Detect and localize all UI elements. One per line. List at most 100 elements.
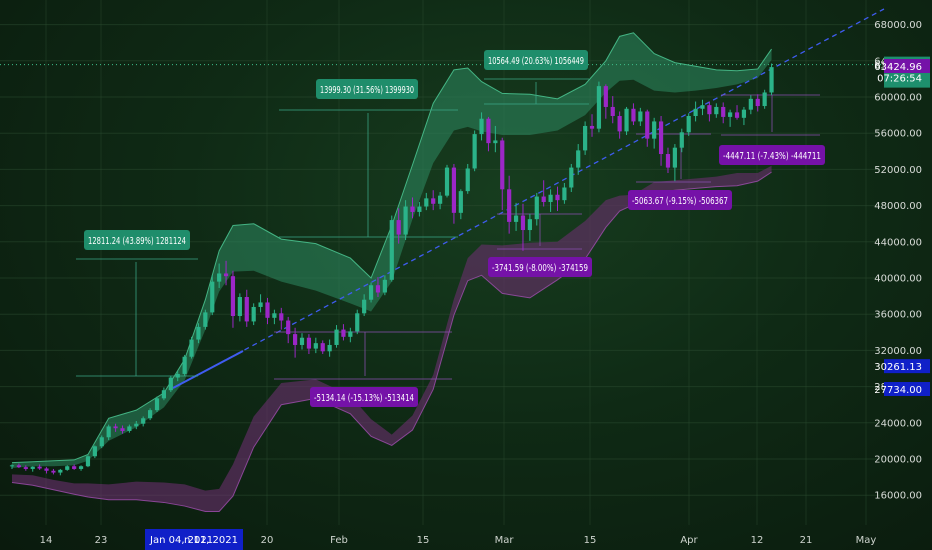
candle-up	[748, 98, 753, 110]
candle-down	[410, 206, 415, 212]
candle-down	[755, 98, 760, 107]
candle-down	[631, 108, 636, 122]
candle-down	[37, 466, 42, 469]
candle-up	[417, 206, 422, 212]
candle-up	[513, 215, 519, 222]
time-axis-label: 23	[95, 535, 108, 546]
cursor-date-2: n 11, 2021	[184, 535, 238, 546]
time-axis-label: 21	[800, 535, 813, 546]
candle-down	[286, 320, 291, 335]
candle-up	[154, 398, 160, 411]
measurement-label[interactable]: 12811.24 (43.89%) 1281124	[84, 230, 190, 250]
drawing-tools	[0, 8, 885, 389]
candle-up	[355, 313, 360, 332]
upper-band-line	[11, 32, 772, 464]
candle-up	[58, 469, 63, 473]
candle-up	[444, 167, 450, 196]
price-axis-label: 36000.00	[874, 310, 922, 321]
candle-down	[293, 334, 298, 345]
time-axis-label: 15	[417, 535, 430, 546]
candle-up	[168, 377, 173, 391]
measurement-label-text: 13999.30 (31.56%) 1399930	[320, 85, 414, 96]
candle-up	[382, 279, 387, 293]
price-axis-label: 56000.00	[874, 129, 922, 140]
measurement-label-text: -3741.59 (-8.00%) -374159	[492, 263, 588, 274]
candle-down	[617, 116, 622, 132]
candle-down	[486, 118, 491, 144]
purple-level-tag	[884, 59, 930, 74]
candle-up	[652, 121, 657, 139]
measurement-label-text: 10564.49 (20.63%) 1056449	[488, 56, 584, 67]
candle-up	[92, 446, 97, 457]
candle-up	[210, 281, 215, 313]
candle-up	[472, 134, 477, 169]
price-axis-label: 68000.00	[874, 20, 922, 31]
candle-up	[458, 191, 463, 213]
candle-down	[23, 467, 28, 469]
candle-up	[106, 426, 111, 438]
candle-down	[555, 194, 560, 201]
countdown-text: 07:26:54	[877, 74, 922, 85]
candle-up	[679, 132, 684, 148]
candle-up	[583, 125, 588, 151]
candle-up	[217, 273, 222, 282]
candle-up	[327, 344, 332, 352]
candle-up	[769, 67, 774, 93]
candle-up	[686, 116, 691, 133]
candle-down	[16, 465, 22, 468]
candle-down	[396, 220, 401, 235]
measurement-label[interactable]: -5134.14 (-15.13%) -513414	[310, 387, 418, 407]
candle-up	[65, 466, 70, 470]
candle-down	[72, 466, 77, 469]
price-axis-label: 40000.00	[874, 274, 922, 285]
candle-up	[9, 465, 15, 467]
candle-up	[714, 106, 719, 115]
time-axis-label: 20	[261, 535, 274, 546]
measurement-label-bg	[310, 387, 418, 407]
measurement-label[interactable]: 10564.49 (20.63%) 1056449	[484, 50, 588, 70]
candle-down	[734, 112, 740, 118]
candle-down	[610, 106, 615, 117]
candle-down	[507, 189, 512, 222]
candle-up	[182, 356, 187, 374]
candle-down	[279, 313, 284, 321]
candle-up	[362, 299, 367, 314]
time-axis-label: Mar	[495, 535, 515, 546]
candle-up	[148, 410, 153, 419]
price-axis-label: 32000.00	[874, 346, 922, 357]
candle-up	[134, 423, 139, 427]
measurement-label-bg	[316, 79, 418, 99]
candle-up	[368, 285, 374, 300]
blue-level-text-1: 30261.13	[874, 362, 922, 373]
candle-down	[721, 106, 726, 117]
candle-up	[196, 326, 201, 340]
candle-up	[527, 219, 532, 231]
candle-up	[30, 466, 35, 469]
candle-up	[465, 168, 470, 192]
candle-down	[230, 276, 236, 317]
candle-down	[589, 125, 595, 129]
candle-down	[520, 215, 526, 231]
measurement-label[interactable]: -4447.11 (-7.43%) -444711	[719, 145, 825, 165]
candle-down	[541, 196, 546, 202]
measurement-label[interactable]: -3741.59 (-8.00%) -374159	[488, 257, 592, 277]
candle-up	[700, 105, 705, 109]
candle-down	[645, 111, 650, 139]
cursor-date-box	[145, 529, 243, 550]
blue-level-tag-1	[884, 359, 930, 374]
measurement-label[interactable]: -5063.67 (-9.15%) -506367	[628, 190, 732, 210]
trend-line-segment[interactable]	[172, 350, 244, 389]
candle-up	[624, 108, 629, 132]
candle-up	[334, 329, 339, 345]
candle-down	[707, 105, 712, 115]
candle-up	[389, 220, 394, 280]
candle-up	[762, 92, 767, 107]
measurement-label[interactable]: 13999.30 (31.56%) 1399930	[316, 79, 418, 99]
candle-up	[479, 118, 484, 135]
measurement-label-bg	[628, 190, 732, 210]
candle-up	[569, 167, 574, 188]
candle-down	[341, 329, 346, 337]
price-axis-label: 24000.00	[874, 418, 922, 429]
